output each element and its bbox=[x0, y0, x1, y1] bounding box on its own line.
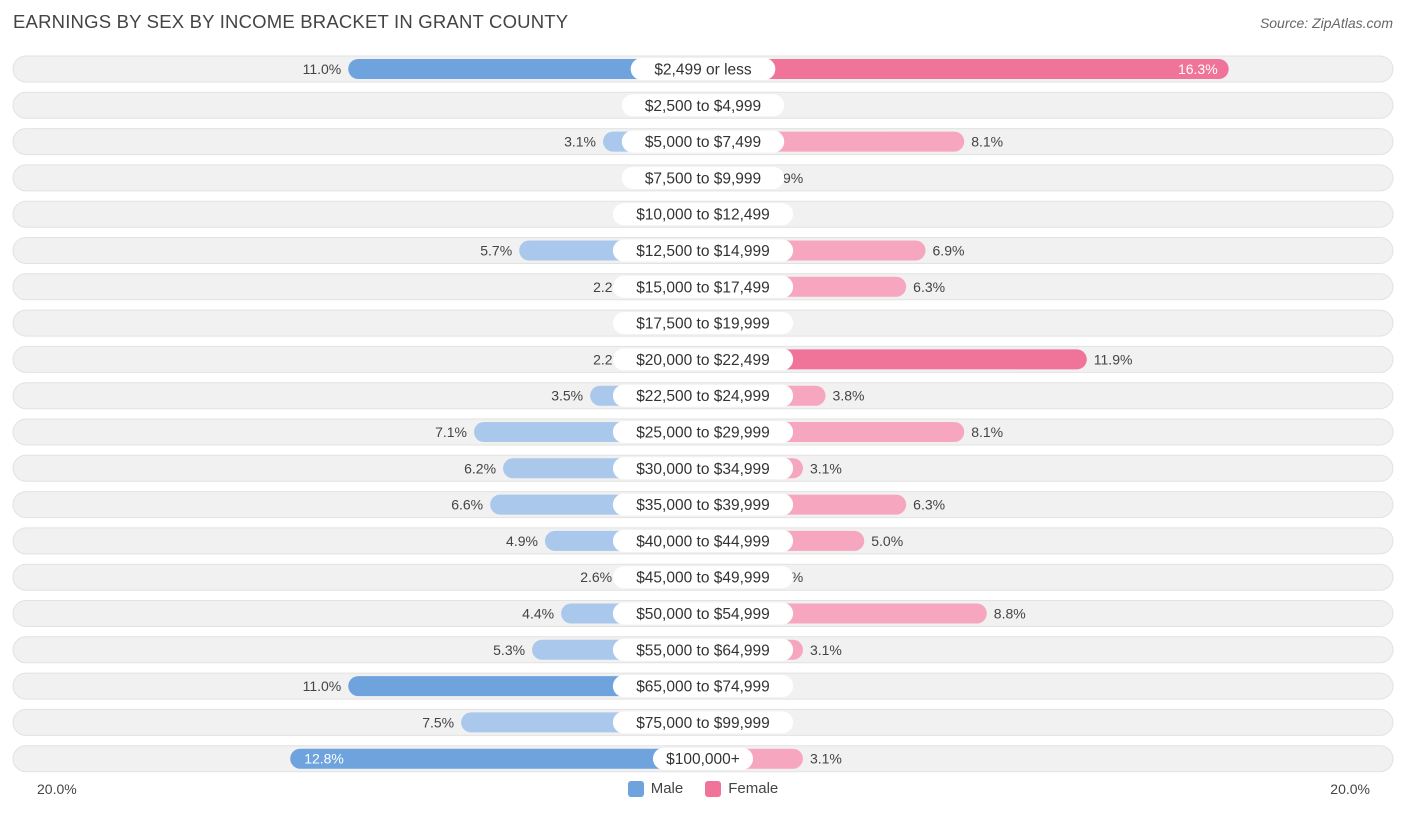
legend-swatch-female bbox=[705, 780, 722, 797]
male-bar bbox=[290, 748, 703, 769]
male-value-label: 12.8% bbox=[304, 751, 344, 767]
male-value-label: 11.0% bbox=[303, 678, 342, 694]
female-value-label: 3.1% bbox=[810, 642, 842, 658]
male-value-label: 3.5% bbox=[551, 388, 583, 404]
female-value-label: 6.9% bbox=[933, 243, 965, 259]
male-value-label: 5.7% bbox=[480, 243, 512, 259]
female-value-label: 5.0% bbox=[871, 533, 903, 549]
female-value-label: 3.1% bbox=[810, 751, 842, 767]
category-label: $20,000 to $22,499 bbox=[636, 352, 770, 369]
axis-right-label: 20.0% bbox=[1330, 781, 1370, 797]
female-value-label: 6.3% bbox=[913, 497, 945, 513]
male-value-label: 3.1% bbox=[564, 134, 596, 150]
female-value-label: 8.1% bbox=[971, 424, 1003, 440]
category-pill bbox=[612, 457, 794, 480]
male-value-label: 2.6% bbox=[580, 569, 612, 585]
category-pill bbox=[621, 130, 785, 153]
category-pill bbox=[612, 638, 794, 661]
source-credit: Source: ZipAtlas.com bbox=[1259, 15, 1393, 31]
male-value-label: 11.0% bbox=[303, 61, 342, 77]
category-pill bbox=[612, 239, 794, 262]
category-label: $15,000 to $17,499 bbox=[636, 279, 770, 296]
category-pill bbox=[612, 348, 794, 371]
male-value-label: 5.3% bbox=[493, 642, 525, 658]
male-bar bbox=[348, 59, 703, 79]
category-pill bbox=[612, 675, 794, 698]
category-label: $45,000 to $49,999 bbox=[636, 570, 770, 587]
legend-label-male: Male bbox=[650, 780, 684, 797]
female-value-label: 16.3% bbox=[1178, 61, 1218, 77]
category-pill bbox=[612, 529, 794, 552]
category-label: $25,000 to $29,999 bbox=[636, 425, 770, 442]
female-value-label: 8.8% bbox=[994, 606, 1026, 622]
category-label: $2,499 or less bbox=[654, 62, 752, 79]
legend-label-female: Female bbox=[728, 780, 779, 797]
category-pill bbox=[612, 275, 794, 298]
legend-item-female: Female bbox=[705, 780, 778, 797]
axis-left-label: 20.0% bbox=[37, 781, 77, 797]
male-value-label: 4.4% bbox=[522, 606, 554, 622]
category-label: $12,500 to $14,999 bbox=[636, 243, 770, 260]
legend-swatch-male bbox=[627, 780, 644, 797]
female-value-label: 8.1% bbox=[971, 134, 1003, 150]
category-pill bbox=[652, 747, 754, 770]
female-value-label: 11.9% bbox=[1094, 351, 1133, 367]
female-value-label: 6.3% bbox=[913, 279, 945, 295]
legend: Male Female bbox=[0, 780, 1406, 797]
category-pill bbox=[612, 602, 794, 625]
female-value-label: 3.1% bbox=[810, 460, 842, 476]
chart-title: EARNINGS BY SEX BY INCOME BRACKET IN GRA… bbox=[13, 11, 569, 32]
female-value-label: 3.8% bbox=[833, 388, 865, 404]
category-label: $55,000 to $64,999 bbox=[636, 642, 770, 659]
female-bar bbox=[703, 59, 1229, 79]
category-label: $22,500 to $24,999 bbox=[636, 388, 770, 405]
male-value-label: 6.6% bbox=[451, 497, 483, 513]
category-pill bbox=[621, 94, 785, 117]
male-value-label: 7.5% bbox=[422, 714, 454, 730]
category-pill bbox=[612, 312, 794, 335]
category-label: $75,000 to $99,999 bbox=[636, 715, 770, 732]
category-label: $100,000+ bbox=[666, 751, 740, 768]
bar-chart: 11.0%16.3%$2,499 or less1.3%0.62%$2,500 … bbox=[12, 55, 1394, 773]
category-pill bbox=[612, 566, 794, 589]
category-label: $65,000 to $74,999 bbox=[636, 679, 770, 696]
category-pill bbox=[612, 421, 794, 443]
category-pill bbox=[612, 384, 794, 407]
category-label: $5,000 to $7,499 bbox=[645, 134, 761, 151]
male-value-label: 4.9% bbox=[506, 533, 538, 549]
category-pill bbox=[612, 711, 794, 734]
category-pill bbox=[612, 203, 794, 226]
category-label: $40,000 to $44,999 bbox=[636, 533, 770, 550]
category-pill bbox=[621, 166, 785, 189]
category-label: $2,500 to $4,999 bbox=[645, 98, 761, 115]
category-label: $10,000 to $12,499 bbox=[636, 207, 770, 224]
category-label: $35,000 to $39,999 bbox=[636, 497, 770, 514]
category-label: $50,000 to $54,999 bbox=[636, 606, 770, 623]
category-label: $17,500 to $19,999 bbox=[636, 316, 770, 333]
category-label: $30,000 to $34,999 bbox=[636, 461, 770, 478]
category-label: $7,500 to $9,999 bbox=[645, 170, 761, 187]
male-value-label: 7.1% bbox=[435, 424, 467, 440]
category-pill bbox=[612, 493, 794, 516]
legend-item-male: Male bbox=[627, 780, 684, 797]
category-pill bbox=[630, 58, 776, 80]
male-value-label: 6.2% bbox=[464, 460, 496, 476]
female-bar bbox=[703, 349, 1087, 370]
